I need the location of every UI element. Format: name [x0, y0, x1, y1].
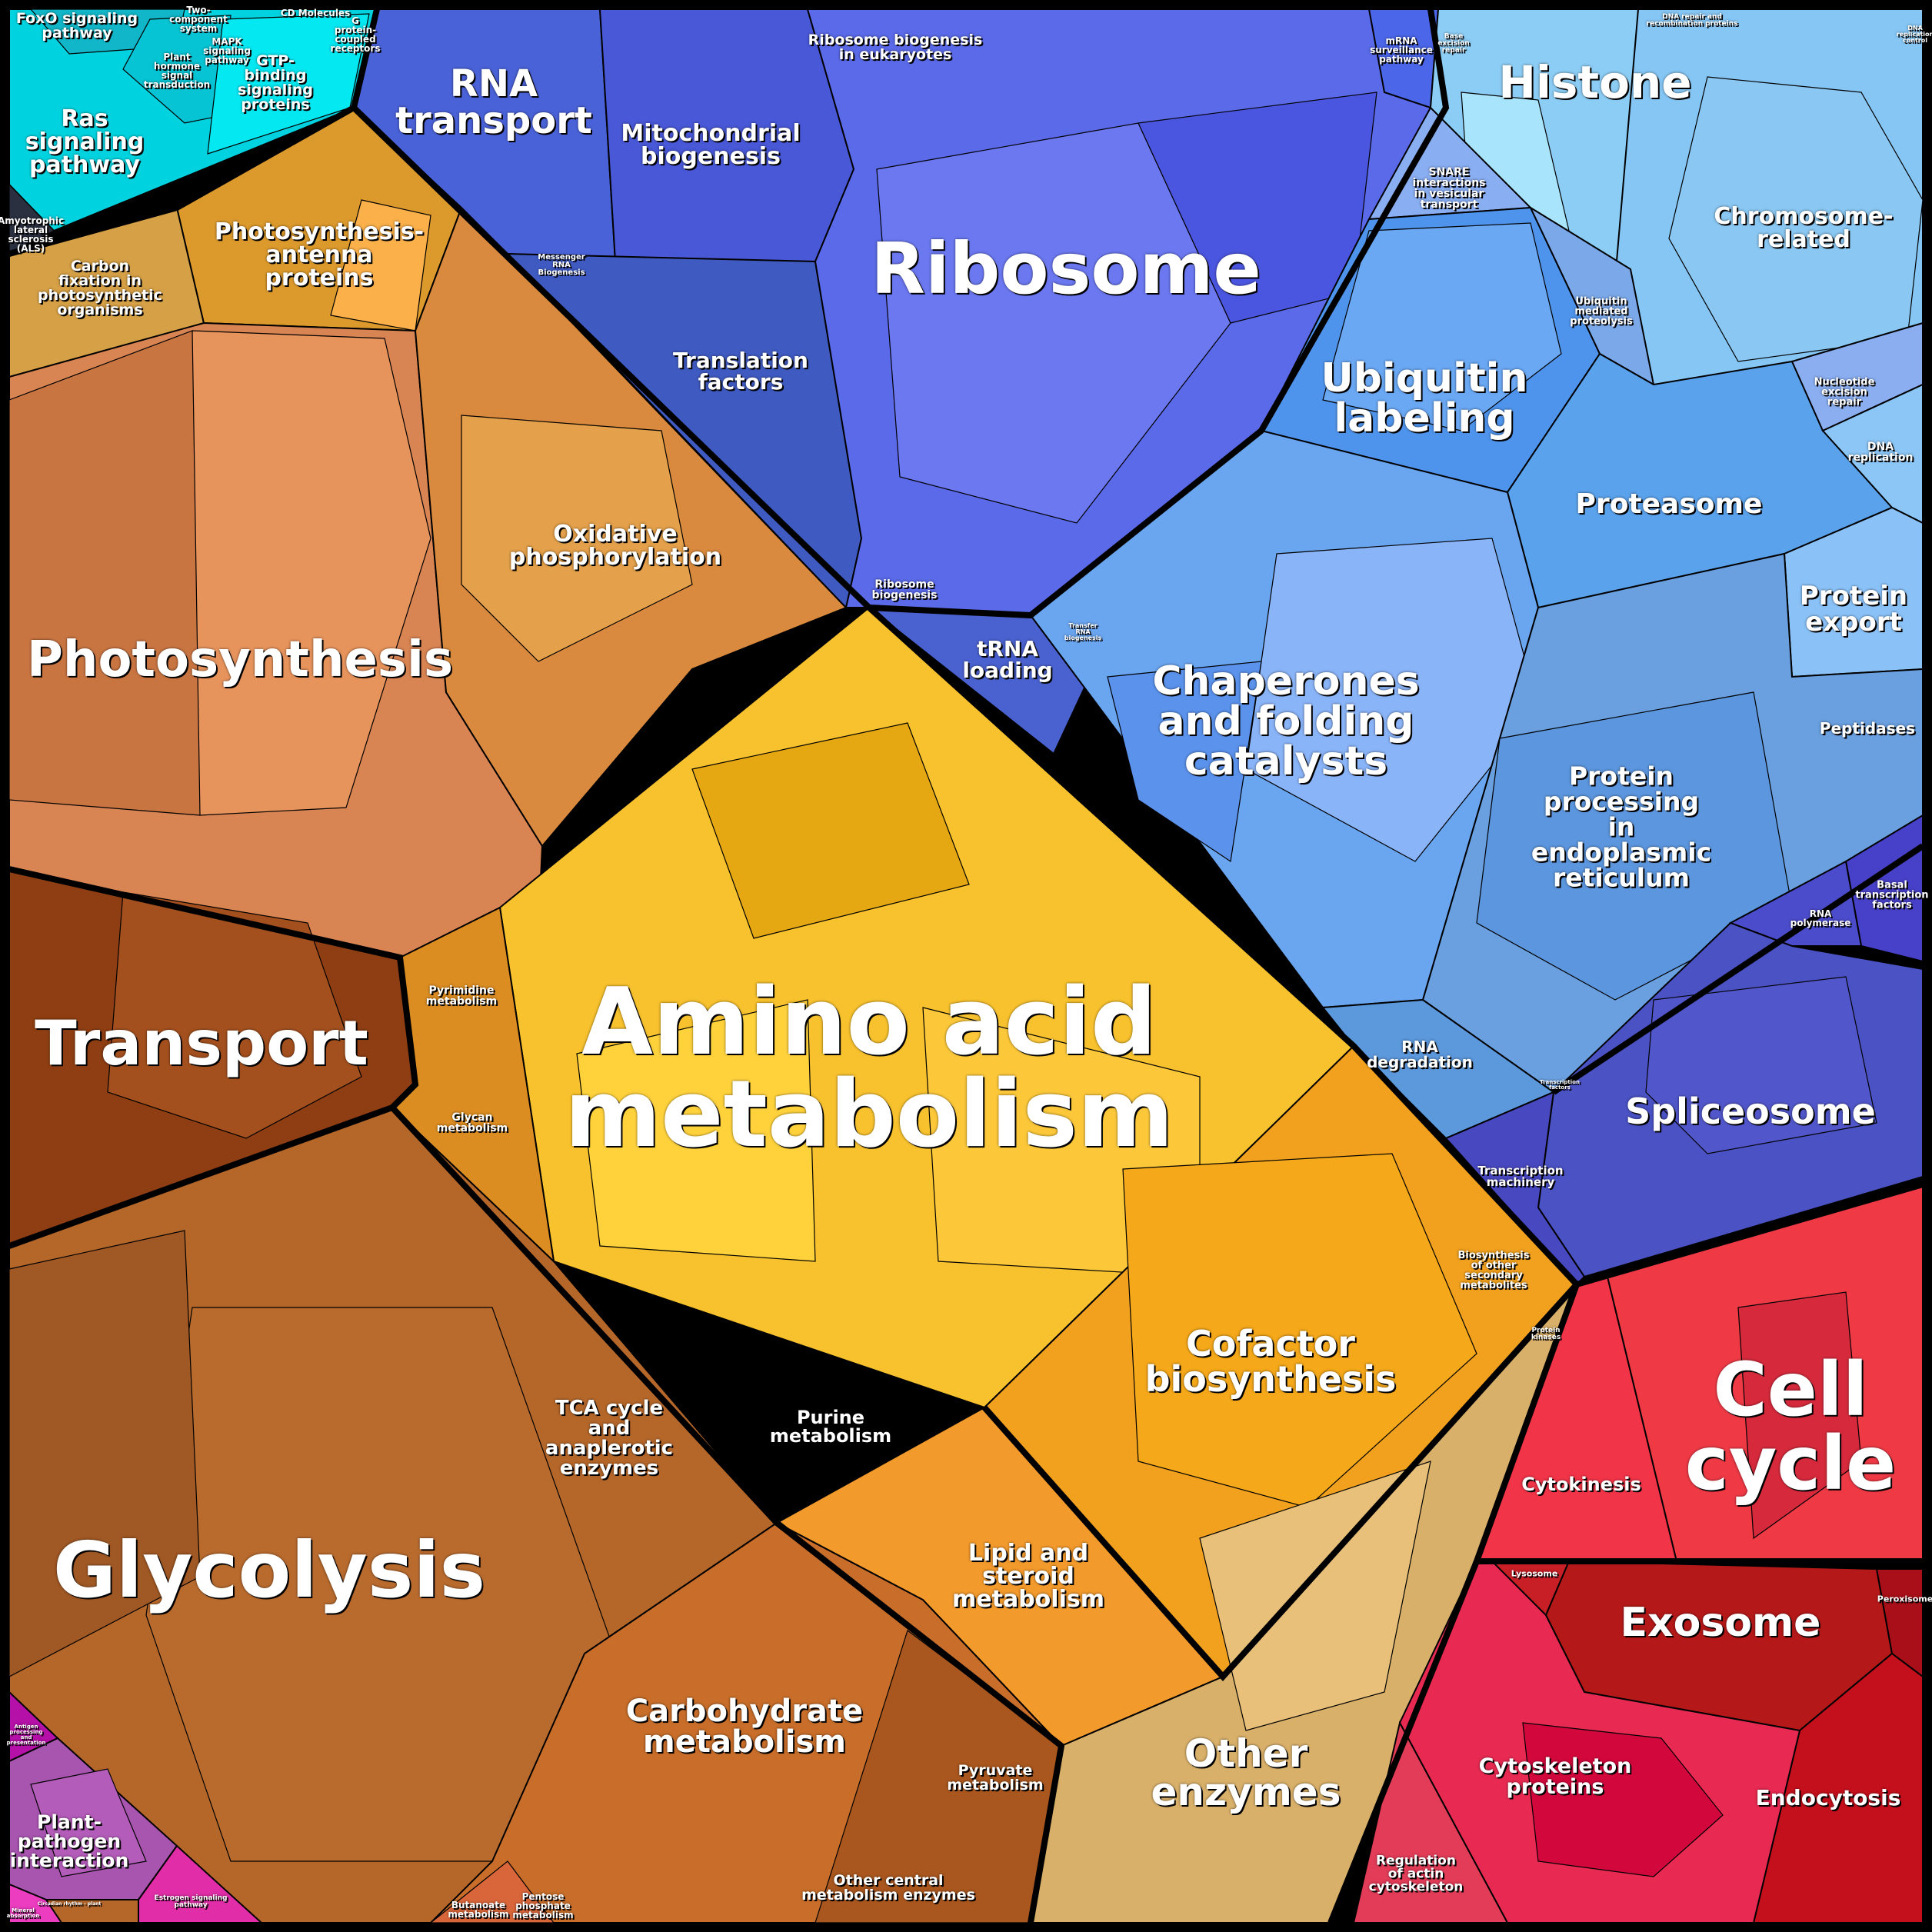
label-transcription-machinery: Transcription machinery — [1477, 1164, 1564, 1189]
label-dna-replication: DNA replication — [1847, 441, 1914, 464]
label-protein-er: Protein processing in endoplasmic reticu… — [1531, 761, 1712, 893]
label-cytokinesis: Cytokinesis — [1521, 1474, 1641, 1495]
label-ribosome-biogenesis: Ribosome biogenesis — [871, 578, 938, 601]
label-ubiquitin-labeling: Ubiquitin labeling — [1321, 355, 1528, 441]
label-messenger-rna: Messenger RNA Biogenesis — [538, 253, 585, 277]
label-circadian: Circadian rhythm - plant — [37, 1901, 102, 1907]
label-antigen: Antigen processing and presentation — [6, 1724, 46, 1746]
label-rna-degradation: RNA degradation — [1367, 1038, 1473, 1071]
label-mapk: MAPK signaling pathway — [203, 36, 251, 65]
label-transcription-factors: Transcription factors — [1540, 1079, 1580, 1091]
label-lysosome: Lysosome — [1511, 1568, 1558, 1579]
label-foxo: FoxO signaling pathway — [15, 10, 138, 42]
label-gpcr: G protein- coupled receptors — [330, 15, 381, 54]
label-glycolysis: Glycolysis — [52, 1525, 486, 1615]
label-cofactor: Cofactor biosynthesis — [1144, 1323, 1397, 1400]
label-peroxisome: Peroxisome — [1877, 1594, 1932, 1604]
label-protein-export: Protein export — [1799, 581, 1908, 638]
label-estrogen: Estrogen signaling pathway — [154, 1894, 228, 1909]
label-chaperones: Chaperones and folding catalysts — [1152, 658, 1420, 784]
label-transport: Transport — [35, 1008, 368, 1079]
label-endocytosis: Endocytosis — [1755, 1785, 1901, 1810]
label-chromosome-related: Chromosome- related — [1714, 203, 1894, 253]
label-rna-polymerase: RNA polymerase — [1790, 908, 1851, 928]
label-carbon-fixation: Carbon fixation in photosynthetic organi… — [38, 258, 162, 318]
label-mito-biogenesis: Mitochondrial biogenesis — [621, 120, 801, 170]
label-tca: TCA cycle and anaplerotic enzymes — [545, 1397, 674, 1480]
label-other-enzymes: Other enzymes — [1151, 1731, 1341, 1814]
label-ribosome: Ribosome — [871, 228, 1261, 310]
label-dna-repair: DNA repair and recombination proteins — [1646, 13, 1738, 28]
label-ras-signaling: Ras signaling pathway — [25, 105, 145, 178]
label-glycan: Glycan metabolism — [436, 1111, 508, 1134]
label-protein-kinases: Protein kinases — [1531, 1327, 1561, 1341]
label-other-central: Other central metabolism enzymes — [801, 1872, 975, 1904]
label-pentose-phosphate: Pentose phosphate metabolism — [512, 1891, 574, 1920]
label-dna-replication-control: DNA replication control — [1896, 25, 1932, 44]
label-transfer-rna: Transfer RNA biogenesis — [1064, 622, 1102, 641]
label-plant-hormone: Plant hormone signal transduction — [143, 52, 211, 90]
label-als: Amyotrophic lateral sclerosis (ALS) — [0, 215, 65, 254]
label-ps-antenna: Photosynthesis- antenna proteins — [214, 218, 425, 291]
label-mrna-surveillance: mRNA surveillance pathway — [1370, 35, 1433, 65]
label-pyrimidine: Pyrimidine metabolism — [425, 984, 498, 1008]
label-histone: Histone — [1498, 56, 1692, 108]
label-cytoskeleton: Cytoskeleton proteins — [1478, 1754, 1632, 1799]
label-carbohydrate: Carbohydrate metabolism — [625, 1694, 864, 1760]
label-lipid: Lipid and steroid metabolism — [952, 1540, 1104, 1613]
label-rna-transport: RNA transport — [395, 62, 592, 142]
label-ubiquitin-mediated: Ubiquitin mediated proteolysis — [1570, 295, 1633, 328]
label-photosynthesis: Photosynthesis — [26, 631, 454, 688]
label-two-component: Two- component system — [169, 5, 228, 34]
label-mineral: Mineral absorption — [6, 1907, 40, 1919]
label-trna-loading: tRNA loading — [962, 636, 1053, 683]
label-exosome: Exosome — [1620, 1600, 1821, 1646]
label-oxphos: Oxidative phosphorylation — [508, 521, 722, 571]
label-amino-acid: Amino acid metabolism — [565, 969, 1174, 1168]
label-nucleotide-excision: Nucleotide excision repair — [1814, 376, 1875, 408]
label-basal-tf: Basal transcription factors — [1855, 879, 1929, 911]
label-actin: Regulation of actin cytoskeleton — [1368, 1853, 1464, 1895]
label-butanoate: Butanoate metabolism — [448, 1900, 509, 1920]
label-proteasome: Proteasome — [1575, 488, 1763, 520]
label-peptidases: Peptidases — [1819, 719, 1916, 738]
label-spliceosome: Spliceosome — [1625, 1091, 1876, 1132]
label-biosynthesis-other: Biosynthesis of other secondary metaboli… — [1457, 1250, 1530, 1291]
label-base-excision: Base excision repair — [1437, 32, 1470, 55]
label-pyruvate: Pyruvate metabolism — [947, 1762, 1044, 1794]
label-ribosome-biogenesis-eukaryotes: Ribosome biogenesis in eukaryotes — [808, 32, 983, 63]
label-purine: Purine metabolism — [769, 1407, 892, 1447]
label-translation-factors: Translation factors — [673, 348, 808, 395]
label-plant-pathogen: Plant- pathogen interaction — [9, 1810, 129, 1872]
label-gtp-binding: GTP- binding signaling proteins — [238, 52, 313, 113]
label-snare: SNARE interactions in vesicular transpor… — [1412, 166, 1486, 211]
label-cell-cycle: Cell cycle — [1684, 1347, 1897, 1507]
label-cd-molecules: CD Molecules — [280, 8, 351, 18]
